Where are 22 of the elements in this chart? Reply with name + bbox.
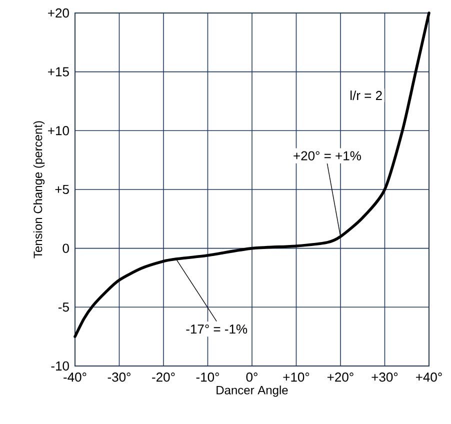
x-tick-label: +20° <box>327 372 354 382</box>
x-axis-title: Dancer Angle <box>216 386 288 397</box>
x-tick-label: -20° <box>152 372 175 382</box>
text: l/r = 2 <box>350 90 382 100</box>
y-axis-title: Tension Change (percent) <box>33 121 45 258</box>
annotation: +20° = +1% <box>294 151 361 160</box>
y-tick-label: +20 <box>48 8 69 18</box>
y-tick-label: +5 <box>55 184 69 194</box>
annotation: -17° = -1% <box>186 324 248 334</box>
x-tick-label: +40° <box>416 372 442 382</box>
y-tick-label: +15 <box>48 67 69 76</box>
y-tick-label: -5 <box>58 302 69 312</box>
x-tick-label: 0° <box>246 372 258 382</box>
line-series <box>74 12 430 338</box>
y-tick-label: +10 <box>48 126 69 136</box>
y-tick-label: -10 <box>51 361 69 371</box>
x-tick-label: +10° <box>283 372 310 382</box>
x-tick-label: -40° <box>64 372 86 382</box>
x-tick-label: -30° <box>108 372 130 382</box>
y-tick-label: 0 <box>62 244 69 253</box>
x-tick-label: -10° <box>196 372 219 382</box>
x-tick-label: +30° <box>372 372 398 382</box>
